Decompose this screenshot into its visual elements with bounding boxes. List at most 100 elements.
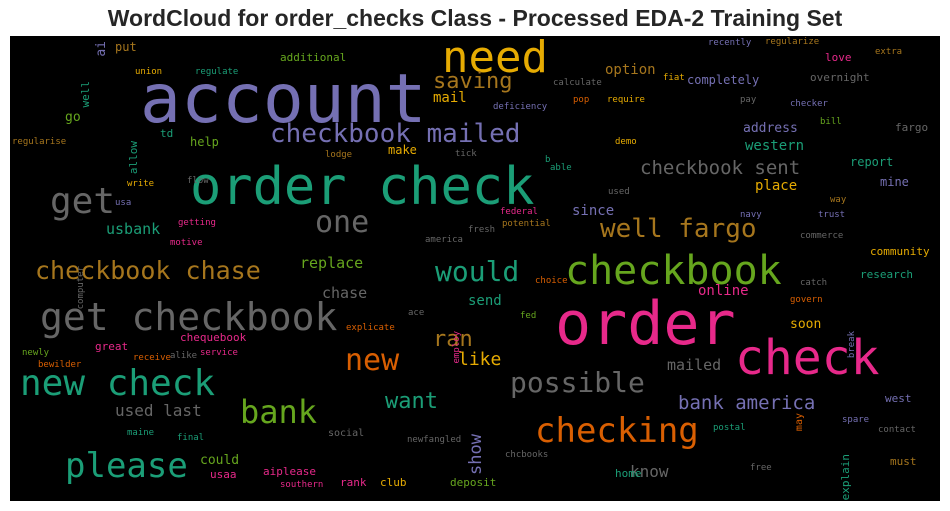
word-would: would [435, 255, 520, 288]
word-pay: pay [740, 95, 757, 105]
word-usa: usa [115, 198, 132, 208]
word-bill: bill [820, 117, 842, 127]
word-govern: govern [790, 295, 823, 305]
word-get-checkbook: get checkbook [40, 295, 338, 339]
word-one: one [315, 205, 370, 240]
word-employ: employ [452, 331, 462, 364]
word-checker: checker [790, 99, 828, 109]
word-explicate: explicate [346, 323, 395, 333]
word-explain: explain [839, 454, 852, 501]
word-mailed: mailed [667, 356, 722, 374]
word-help: help [190, 135, 219, 149]
word-require: require [607, 95, 645, 105]
word-know: know [630, 462, 669, 481]
word-place: place [755, 178, 798, 194]
word-regularize: regularize [765, 37, 820, 47]
word-order: order [555, 289, 736, 359]
word-west: west [885, 392, 912, 405]
word-usbank: usbank [106, 220, 161, 238]
word-replace: replace [300, 254, 364, 272]
word-club: club [380, 476, 407, 489]
word-rank: rank [340, 476, 367, 489]
word-used: used [608, 187, 630, 197]
word-demo: demo [615, 137, 637, 147]
word-chcbooks: chcbooks [505, 450, 549, 460]
word-deposit: deposit [450, 476, 497, 489]
word-western: western [745, 138, 805, 154]
word-possible: possible [510, 366, 645, 399]
word-write: write [127, 179, 155, 189]
word-service: service [200, 348, 238, 358]
wordcloud-canvas: account order check order check need checkboo… [10, 36, 940, 501]
word-final: final [177, 433, 205, 443]
word-lodge: lodge [325, 150, 353, 160]
word-option: option [605, 62, 656, 78]
word-maine: maine [127, 428, 155, 438]
word-need: need [442, 36, 548, 83]
word-receive: receive [133, 353, 171, 363]
word-want: want [385, 389, 438, 414]
word-address: address [743, 121, 798, 136]
word-used-last: used last [115, 401, 202, 420]
word-way: way [830, 195, 847, 205]
word-check: check [735, 330, 880, 386]
word-could: could [200, 453, 240, 468]
word-navy: navy [740, 210, 762, 220]
word-break: break [847, 331, 857, 359]
word-overnight: overnight [810, 71, 870, 84]
word-trust: trust [818, 210, 846, 220]
word-well-fargo: well fargo [600, 214, 757, 244]
word-pop: pop [573, 95, 590, 105]
word-getting: getting [178, 218, 216, 228]
word-b: b [545, 155, 551, 165]
word-may: may [794, 413, 805, 432]
word-checking: checking [535, 411, 699, 451]
word-new: new [345, 343, 400, 378]
word-union: union [135, 67, 163, 77]
word-home: home [615, 467, 642, 480]
word-soon: soon [790, 317, 822, 332]
word-alike: alike [170, 351, 198, 361]
word-computer: computer [76, 266, 86, 310]
word-commerce: commerce [800, 231, 844, 241]
word-extra: extra [875, 47, 903, 57]
word-new-check: new check [20, 363, 216, 404]
word-checkbook-mailed: checkbook mailed [270, 119, 521, 149]
word-show: show [466, 434, 486, 475]
word-catch: catch [800, 278, 828, 288]
word-postal: postal [713, 423, 746, 433]
word-motive: motive [170, 238, 203, 248]
word-ai: ai [94, 41, 109, 57]
word-community: community [870, 245, 930, 258]
word-chase: chase [322, 284, 368, 302]
word-tick: tick [455, 149, 477, 159]
word-checkbook-sent: checkbook sent [640, 157, 801, 179]
word-must: must [890, 455, 917, 468]
word-saving: saving [433, 69, 513, 94]
word-regularise: regularise [12, 137, 67, 147]
word-love: love [825, 51, 852, 64]
word-chequebook: chequebook [180, 331, 247, 344]
word-potential: potential [502, 219, 551, 229]
word-ran: ran [433, 327, 473, 352]
word-mine: mine [880, 175, 909, 189]
word-america: america [425, 235, 463, 245]
word-fed: fed [520, 311, 537, 321]
word-order-check: order check [190, 157, 535, 217]
word-allow: allow [127, 141, 140, 175]
word-able: able [550, 163, 572, 173]
word-go: go [65, 110, 81, 125]
word-since: since [572, 203, 615, 219]
word-mail: mail [433, 90, 467, 106]
word-completely: completely [687, 73, 760, 87]
word-account: account [140, 60, 427, 139]
word-newfangled: newfangled [407, 435, 462, 445]
word-td: td [160, 127, 174, 140]
word-social: social [328, 428, 365, 439]
word-research: research [860, 268, 913, 281]
word-great: great [95, 340, 129, 353]
word-recently: recently [708, 38, 752, 48]
word-get: get [50, 181, 116, 222]
word-choice: choice [535, 276, 568, 286]
word-aiplease: aiplease [263, 465, 316, 478]
